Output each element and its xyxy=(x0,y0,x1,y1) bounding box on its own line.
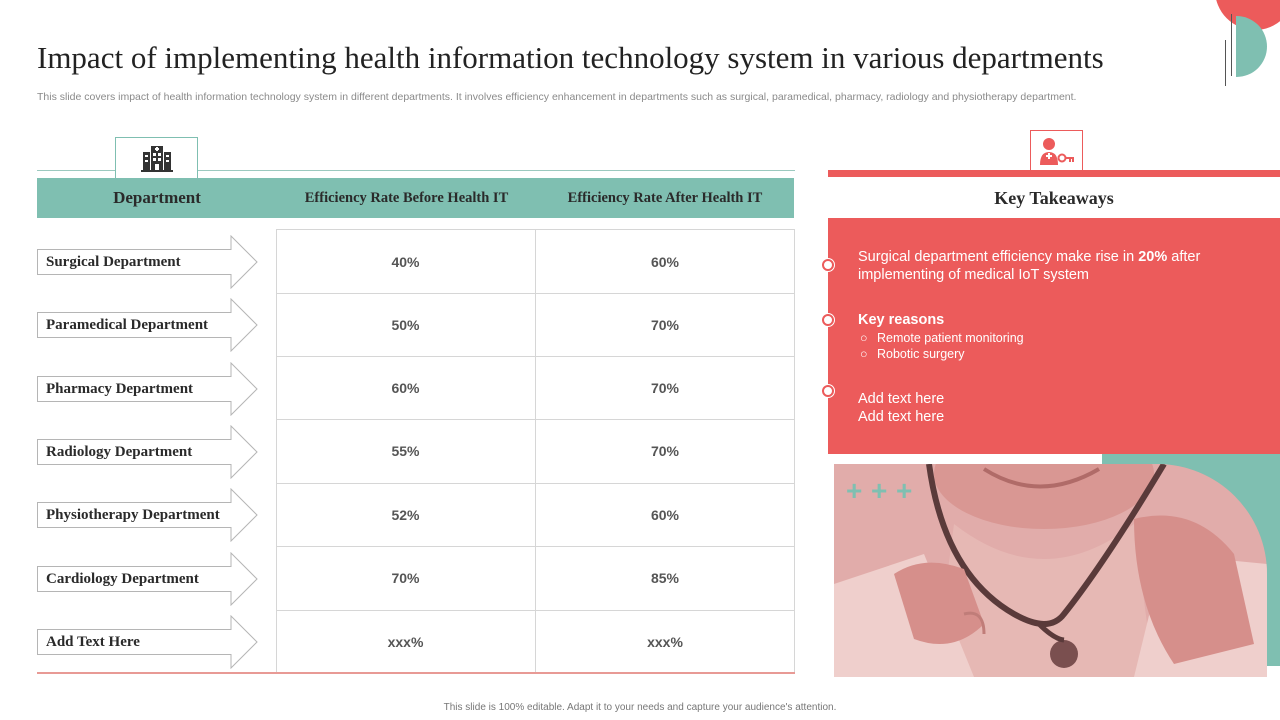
table-row: Paramedical Department xyxy=(37,298,259,352)
cell-before: 70% xyxy=(391,570,420,586)
takeaways-top-bar xyxy=(828,170,1280,177)
takeaways-panel xyxy=(828,218,1280,454)
cell-after: 85% xyxy=(650,570,680,586)
table-divider xyxy=(276,546,795,547)
table-divider xyxy=(276,419,795,420)
cell-after: 70% xyxy=(650,317,680,333)
takeaways-title: Key Takeaways xyxy=(994,187,1114,208)
cell-before: 40% xyxy=(391,254,420,270)
slide-title: Impact of implementing health informatio… xyxy=(37,40,1104,75)
arrow-shape xyxy=(37,615,258,669)
cell-after: 70% xyxy=(650,443,680,459)
arrow-shape xyxy=(37,298,258,352)
decor-line xyxy=(1225,40,1226,86)
arrow-shape xyxy=(37,235,258,289)
cell-before: xxx% xyxy=(387,634,424,650)
cell-before: 52% xyxy=(391,507,420,523)
add-text-line: Add text here xyxy=(858,409,945,425)
takeaway-text: after implementing of medical IoT system xyxy=(858,249,1201,283)
table-row: Physiotherapy Department xyxy=(37,488,259,542)
bullet-dot xyxy=(822,259,834,271)
cell-after: xxx% xyxy=(647,634,683,650)
reason-item: ○ Robotic surgery xyxy=(860,347,965,361)
takeaway-text: Surgical department efficiency make rise… xyxy=(858,249,1139,265)
table-row: Surgical Department xyxy=(37,235,259,289)
table-divider xyxy=(276,483,795,484)
key-reasons-title: Key reasons xyxy=(858,312,945,328)
reason-text: Robotic surgery xyxy=(877,347,965,361)
cell-before: 50% xyxy=(391,317,420,333)
cell-after: 70% xyxy=(650,380,680,396)
table-divider xyxy=(535,229,536,672)
reason-text: Remote patient monitoring xyxy=(877,331,1024,345)
cell-after: 60% xyxy=(650,254,680,270)
takeaway-highlight: 20% xyxy=(1138,249,1168,265)
plus-sign: + xyxy=(871,475,888,506)
takeaways-icon-box xyxy=(1030,130,1083,171)
row-department-label: Paramedical Department xyxy=(46,316,209,333)
slide-footer: This slide is 100% editable. Adapt it to… xyxy=(443,702,837,713)
table-divider xyxy=(276,610,795,611)
row-department-label: Cardiology Department xyxy=(46,570,199,587)
cell-before: 55% xyxy=(391,443,420,459)
column-header-before: Efficiency Rate Before Health IT xyxy=(304,189,509,206)
table-bottom-line xyxy=(37,672,795,674)
hospital-building-icon xyxy=(140,146,173,172)
photo-illustration xyxy=(834,464,1267,677)
cell-before: 60% xyxy=(391,380,420,396)
row-department-label: Pharmacy Department xyxy=(46,380,194,397)
table-icon-box xyxy=(115,137,198,178)
row-department-label: Surgical Department xyxy=(46,253,181,270)
table-header: Department Efficiency Rate Before Health… xyxy=(37,178,794,218)
table-row: Radiology Department xyxy=(37,425,259,479)
table-top-line xyxy=(37,170,795,171)
arrow-shape xyxy=(37,362,258,416)
add-text-line: Add text here xyxy=(858,391,945,407)
cell-after: 60% xyxy=(650,507,680,523)
plus-sign: + xyxy=(846,475,863,506)
reason-item: ○ Remote patient monitoring xyxy=(860,331,1024,345)
arrow-shape xyxy=(37,425,258,479)
arrow-shape xyxy=(37,552,258,606)
row-department-label: Radiology Department xyxy=(46,443,193,460)
column-header-after: Efficiency Rate After Health IT xyxy=(567,189,763,206)
table-row: Add Text Here xyxy=(37,615,259,669)
table-row: Cardiology Department xyxy=(37,552,259,606)
row-department-label: Add Text Here xyxy=(46,633,140,650)
table-divider xyxy=(276,356,795,357)
bullet-dot xyxy=(822,385,834,397)
plus-sign: + xyxy=(896,475,913,506)
table-divider xyxy=(276,293,795,294)
doctor-with-stethoscope-photo xyxy=(834,464,1267,677)
column-header-department: Department xyxy=(113,188,201,207)
doctor-key-icon xyxy=(1039,138,1074,165)
decor-line xyxy=(1231,14,1232,76)
takeaway-point-1: Surgical department efficiency make rise… xyxy=(858,248,1238,284)
row-department-label: Physiotherapy Department xyxy=(46,506,220,523)
table-row: Pharmacy Department xyxy=(37,362,259,416)
bullet-dot xyxy=(822,314,834,326)
arrow-shape xyxy=(37,488,258,542)
slide-subtitle: This slide covers impact of health infor… xyxy=(37,91,1077,103)
